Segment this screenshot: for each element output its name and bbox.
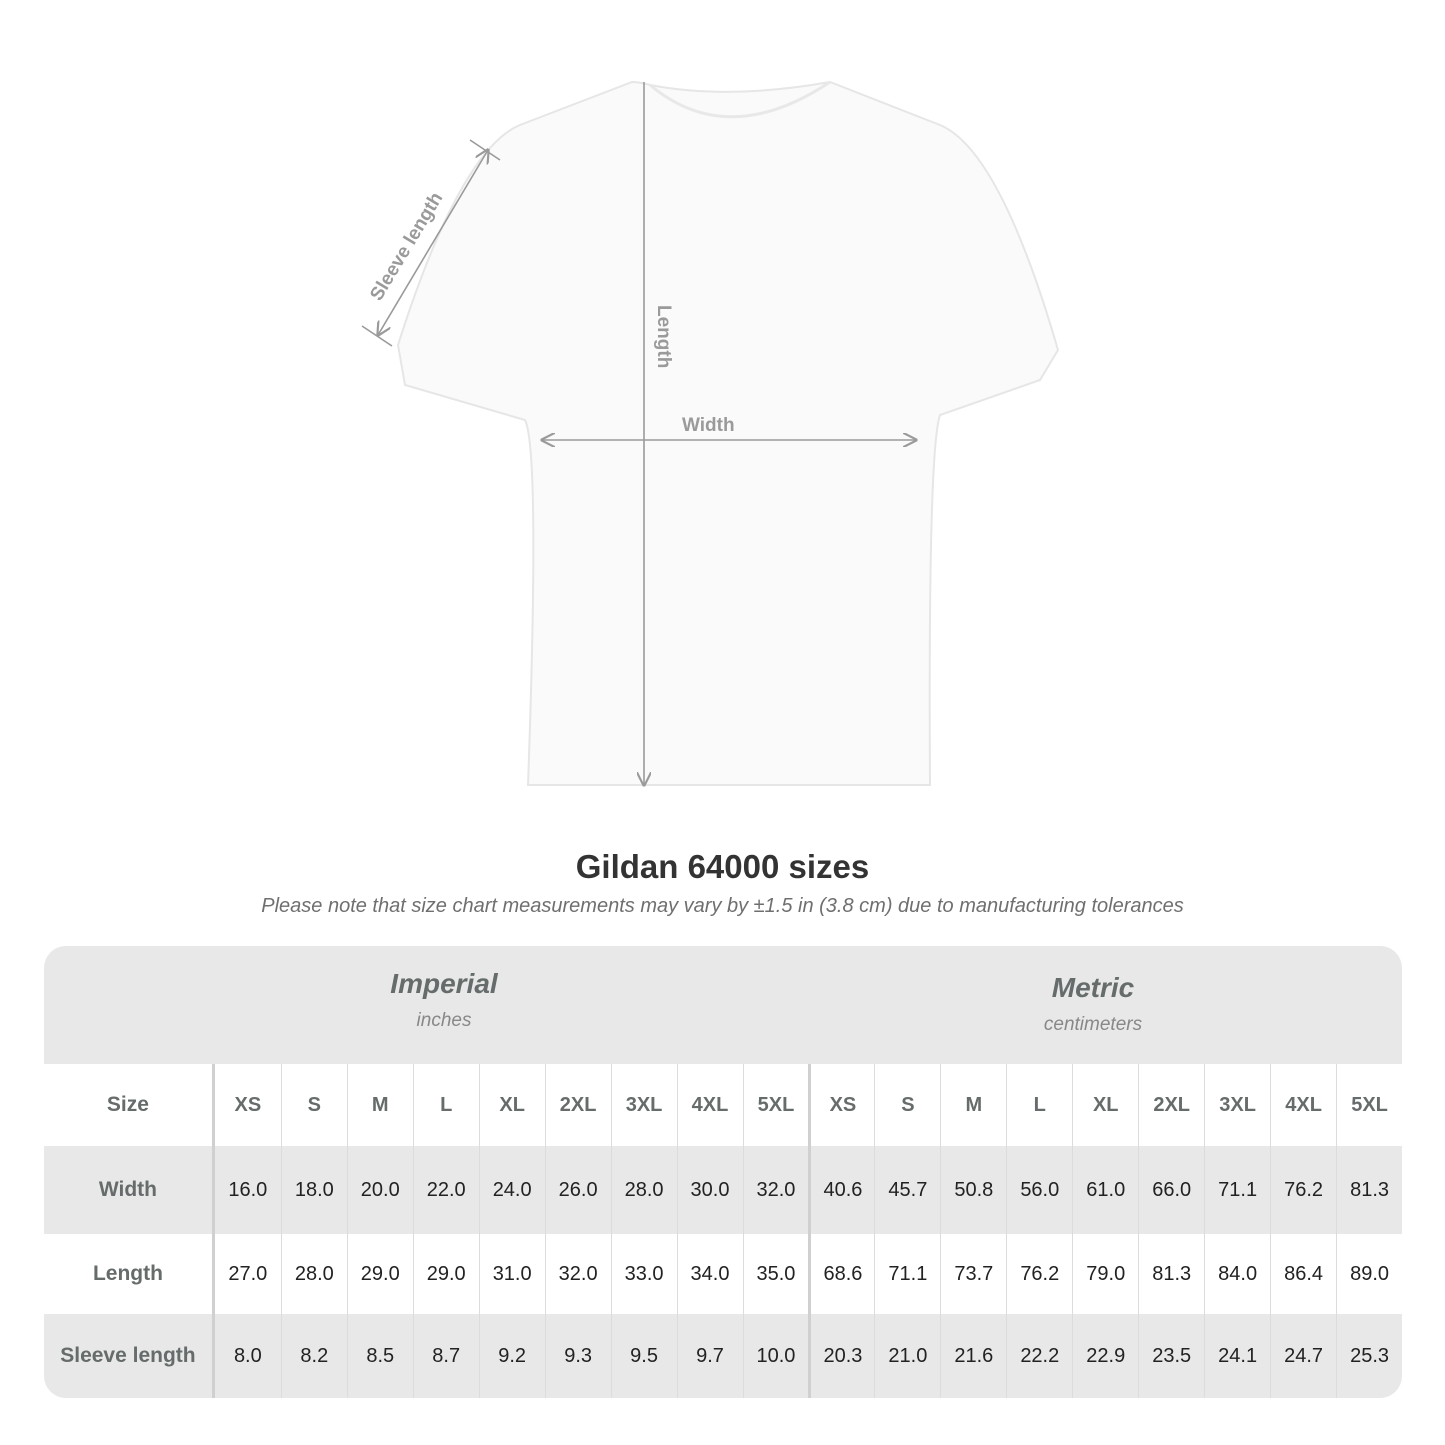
value-cell: 71.1 (1204, 1146, 1270, 1234)
value-cell: 16.0 (228, 1178, 268, 1201)
value-cell: 22.9 (1072, 1314, 1138, 1398)
size-header-cell: 3XL (1204, 1064, 1270, 1146)
value-cell: 35.0 (742, 1234, 809, 1314)
row-label: Length (44, 1234, 215, 1314)
value-cell: 81.3 (1138, 1234, 1204, 1314)
size-header-cell: 3XL (610, 1064, 677, 1146)
value-cell: 30.0 (676, 1146, 743, 1234)
value-cell: 31.0 (478, 1234, 545, 1314)
row-label: Sleeve length (44, 1314, 215, 1398)
value-cell: 40.6 (808, 1146, 874, 1234)
value-cell: 61.0 (1072, 1146, 1138, 1234)
value-cell: 79.0 (1072, 1234, 1138, 1314)
value-cell: 24.0 (478, 1146, 545, 1234)
metric-unit: centimeters (1043, 1014, 1143, 1035)
value-cell: 25.3 (1336, 1314, 1402, 1398)
value-cell: 10.0 (742, 1314, 809, 1398)
chart-subtitle: Please note that size chart measurements… (261, 895, 1184, 917)
value-cell: 27.0 (228, 1262, 268, 1285)
length-label: Length (653, 305, 674, 368)
width-label: Width (682, 415, 735, 436)
size-table: Imperial inches Metric centimeters Size X… (44, 946, 1402, 1398)
value-cell: 24.7 (1270, 1314, 1336, 1398)
value-cell: 73.7 (940, 1234, 1006, 1314)
value-cell: 9.2 (478, 1314, 545, 1398)
size-header-cell: L (412, 1064, 479, 1146)
value-cell: 22.2 (1006, 1314, 1072, 1398)
size-header-row: Size XS S M L XL 2XL 3XL 4XL 5XL XS S M L XL 2XL 3XL 4XL 5… (44, 1064, 1402, 1146)
table-row: Width 16.0 18.0 20.0 22.0 24.0 26.0 28.0 30.0 32.… (44, 1146, 1402, 1234)
size-header-cell: S (874, 1064, 940, 1146)
size-header-cell: 2XL (544, 1064, 611, 1146)
row-label: Size (44, 1064, 215, 1146)
value-cell: 86.4 (1270, 1234, 1336, 1314)
value-cell: 84.0 (1204, 1234, 1270, 1314)
value-cell: 66.0 (1138, 1146, 1204, 1234)
value-cell: 28.0 (280, 1234, 347, 1314)
size-header-cell: 4XL (676, 1064, 743, 1146)
imperial-title: Imperial (390, 968, 498, 999)
value-cell: 9.7 (676, 1314, 743, 1398)
value-cell: 89.0 (1336, 1234, 1402, 1314)
value-cell: 21.0 (874, 1314, 940, 1398)
value-cell: 71.1 (874, 1234, 940, 1314)
value-cell: 18.0 (280, 1146, 347, 1234)
value-cell: 8.5 (346, 1314, 413, 1398)
size-header-cell: 4XL (1270, 1064, 1336, 1146)
value-cell: 29.0 (412, 1234, 479, 1314)
size-header-cell: 5XL (742, 1064, 809, 1146)
value-cell: 28.0 (610, 1146, 677, 1234)
value-cell: 32.0 (544, 1234, 611, 1314)
size-header-cell: 2XL (1138, 1064, 1204, 1146)
value-cell: 23.5 (1138, 1314, 1204, 1398)
value-cell: 76.2 (1006, 1234, 1072, 1314)
value-cell: 20.3 (808, 1314, 874, 1398)
size-header-cell: M (346, 1064, 413, 1146)
value-cell: 21.6 (940, 1314, 1006, 1398)
value-cell: 29.0 (346, 1234, 413, 1314)
value-cell: 8.0 (233, 1344, 262, 1367)
size-header-cell: M (940, 1064, 1006, 1146)
size-header-cell: XL (1072, 1064, 1138, 1146)
value-cell: 81.3 (1336, 1146, 1402, 1234)
value-cell: 50.8 (940, 1146, 1006, 1234)
size-header-cell: XS (808, 1064, 874, 1146)
value-cell: 34.0 (676, 1234, 743, 1314)
size-header-cell: S (280, 1064, 347, 1146)
value-cell: 9.3 (544, 1314, 611, 1398)
imperial-unit: inches (416, 1010, 472, 1031)
value-cell: 8.7 (412, 1314, 479, 1398)
value-cell: 9.5 (610, 1314, 677, 1398)
size-header-cell: 5XL (1336, 1064, 1402, 1146)
value-cell: 45.7 (874, 1146, 940, 1234)
tshirt-diagram: Width Length Sleeve length (361, 80, 1060, 830)
value-cell: 22.0 (412, 1146, 479, 1234)
table-row: Sleeve length 8.0 8.2 8.5 8.7 9.2 9.3 9.5 9.7 10.… (44, 1314, 1402, 1398)
value-cell: 32.0 (742, 1146, 809, 1234)
metric-title: Metric (1051, 972, 1135, 1003)
size-header-cell: XL (478, 1064, 545, 1146)
value-cell: 76.2 (1270, 1146, 1336, 1234)
value-cell: 33.0 (610, 1234, 677, 1314)
value-cell: 56.0 (1006, 1146, 1072, 1234)
row-label: Width (44, 1146, 215, 1234)
metric-header: Metric centimeters (893, 972, 1293, 1036)
value-cell: 26.0 (544, 1146, 611, 1234)
value-cell: 20.0 (346, 1146, 413, 1234)
value-cell: 24.1 (1204, 1314, 1270, 1398)
size-header-cell: XS (234, 1093, 262, 1116)
sleeve-line (378, 150, 488, 335)
table-row: Length 27.0 28.0 29.0 29.0 31.0 32.0 33.0 34.0 35… (44, 1234, 1402, 1314)
size-header-cell: L (1006, 1064, 1072, 1146)
chart-title: Gildan 64000 sizes (575, 848, 870, 885)
value-cell: 68.6 (808, 1234, 874, 1314)
imperial-header: Imperial inches (244, 968, 644, 1032)
value-cell: 8.2 (280, 1314, 347, 1398)
